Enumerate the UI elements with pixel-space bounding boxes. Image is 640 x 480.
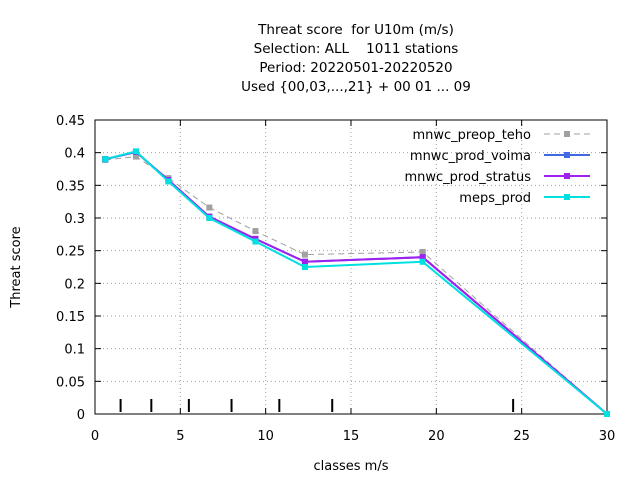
legend-marker-meps_prod: [564, 194, 570, 200]
y-tick-label: 0.4: [64, 147, 85, 162]
data-point-mnwc_preop_teho: [252, 228, 258, 234]
chart-title: Threat score for U10m (m/s) Selection: AL…: [241, 22, 471, 95]
y-tick-label: 0.05: [56, 375, 85, 390]
data-point-mnwc_preop_teho: [420, 249, 426, 255]
data-point-meps_prod: [133, 148, 139, 154]
data-point-meps_prod: [102, 156, 108, 162]
legend-label-mnwc_prod_voima: mnwc_prod_voima: [410, 149, 531, 164]
series-line-mnwc_preop_teho: [105, 157, 607, 414]
legend-label-mnwc_preop_teho: mnwc_preop_teho: [413, 128, 532, 143]
class-markers: [121, 399, 514, 412]
legend-marker-mnwc_preop_teho: [564, 131, 570, 137]
legend-marker-mnwc_prod_voima: [564, 152, 570, 158]
data-point-mnwc_preop_teho: [206, 205, 212, 211]
x-tick-label: 20: [428, 429, 445, 444]
x-tick-label: 10: [257, 429, 274, 444]
x-tick-label: 0: [91, 429, 99, 444]
y-axis-label: Threat score: [9, 226, 24, 308]
legend-label-meps_prod: meps_prod: [459, 191, 531, 206]
x-tick-label: 25: [513, 429, 530, 444]
title-line-4: Used {00,03,...,21} + 00 01 ... 09: [241, 79, 471, 95]
data-point-mnwc_prod_stratus: [302, 259, 308, 265]
data-point-meps_prod: [420, 259, 426, 265]
legend-marker-mnwc_prod_stratus: [564, 173, 570, 179]
x-axis-label: classes m/s: [314, 459, 389, 474]
y-tick-label: 0.15: [56, 310, 85, 325]
y-tick-label: 0.2: [64, 277, 85, 292]
grid: [95, 120, 607, 414]
data-point-meps_prod: [604, 411, 610, 417]
y-tick-label: 0.35: [56, 179, 85, 194]
data-point-meps_prod: [206, 215, 212, 221]
x-tick-label: 15: [343, 429, 360, 444]
data-point-mnwc_preop_teho: [302, 252, 308, 258]
legend: mnwc_preop_teho mnwc_prod_voima mnwc_prod_…: [405, 128, 591, 206]
data-point-meps_prod: [252, 239, 258, 245]
legend-label-mnwc_prod_stratus: mnwc_prod_stratus: [405, 170, 532, 185]
title-line-2: Selection: ALL 1011 stations: [254, 41, 459, 57]
x-tick-label: 5: [176, 429, 184, 444]
data-point-meps_prod: [302, 264, 308, 270]
y-tick-label: 0.25: [56, 245, 85, 260]
y-tick-label: 0: [77, 408, 85, 423]
series-lines: [102, 148, 610, 417]
x-tick-label: 30: [599, 429, 616, 444]
data-point-meps_prod: [165, 178, 171, 184]
title-line-1: Threat score for U10m (m/s): [257, 22, 454, 38]
y-tick-label: 0.3: [64, 212, 85, 227]
y-tick-label: 0.1: [64, 343, 85, 358]
title-line-3: Period: 20220501-20220520: [259, 60, 452, 76]
x-axis: 0 5 10 15 20 25 30: [91, 120, 615, 444]
y-tick-label: 0.45: [56, 114, 85, 129]
